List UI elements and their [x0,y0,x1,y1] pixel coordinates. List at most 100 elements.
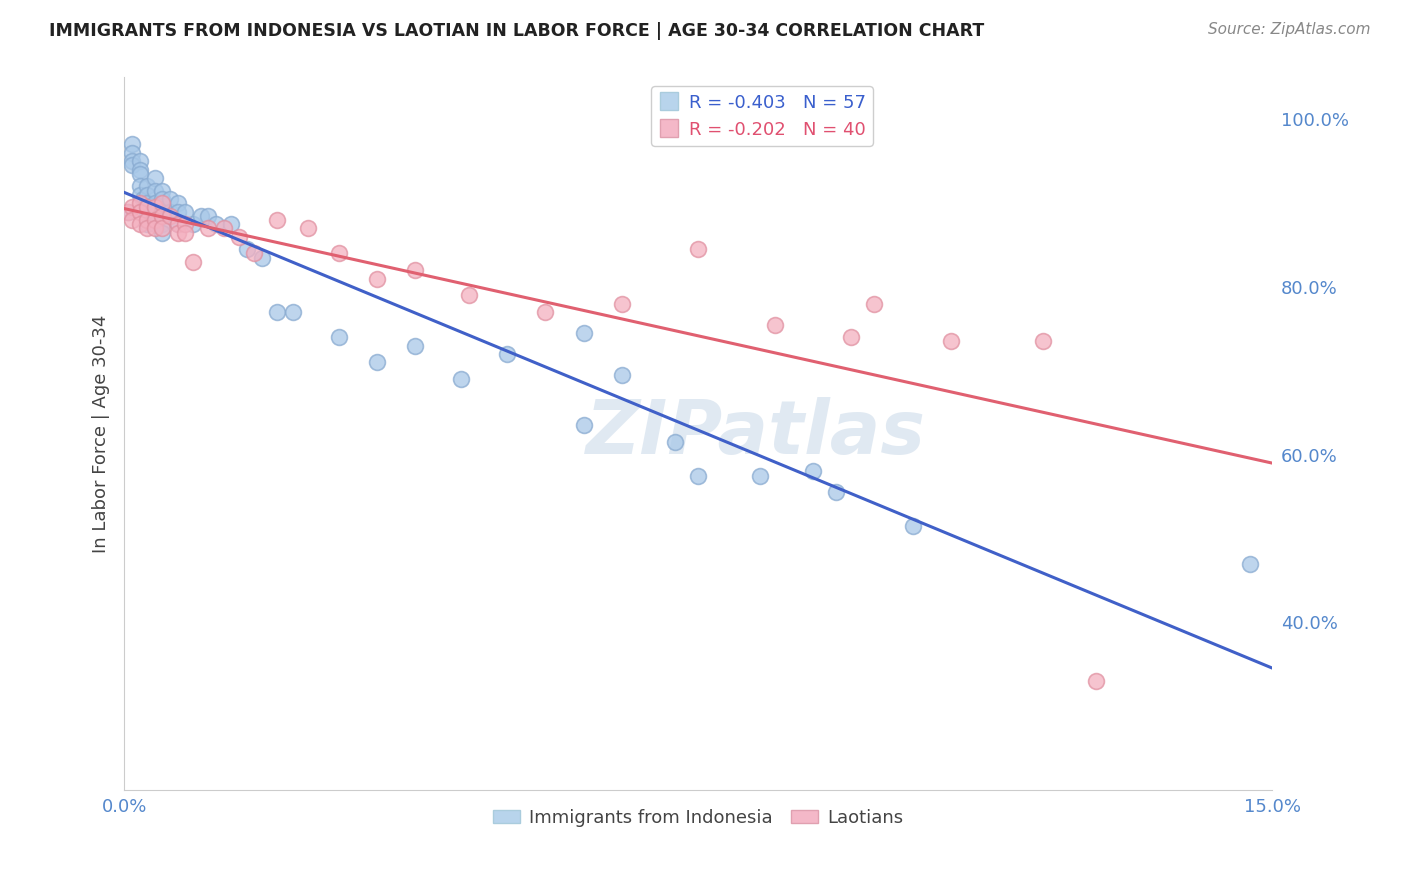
Point [166,217,188,231]
Point [174,204,197,219]
Point [117,204,139,219]
Point [457,288,479,302]
Point [266,305,288,319]
Point [404,263,426,277]
Point [121,137,143,152]
Point [901,519,924,533]
Point [128,196,150,211]
Point [496,347,519,361]
Point [152,226,174,240]
Point [128,204,150,219]
Point [166,226,188,240]
Point [152,204,174,219]
Point [197,209,219,223]
Point [825,485,848,500]
Point [328,246,350,260]
Point [121,145,143,160]
Point [152,217,174,231]
Point [136,196,159,211]
Point [128,217,150,231]
Point [132,192,155,206]
Text: Source: ZipAtlas.com: Source: ZipAtlas.com [1208,22,1371,37]
Legend: Immigrants from Indonesia, Laotians: Immigrants from Indonesia, Laotians [486,802,911,834]
Point [128,154,150,169]
Point [136,179,159,194]
Point [143,184,166,198]
Point [136,217,159,231]
Point [197,221,219,235]
Y-axis label: In Labor Force | Age 30-34: In Labor Force | Age 30-34 [93,315,110,553]
Point [572,418,595,433]
Point [143,217,166,231]
Point [534,305,557,319]
Point [664,435,686,450]
Point [1239,557,1261,571]
Point [190,209,212,223]
Point [688,242,710,256]
Point [152,221,174,235]
Point [136,200,159,214]
Point [243,246,266,260]
Point [166,204,188,219]
Point [181,255,204,269]
Point [143,200,166,214]
Point [143,196,166,211]
Point [143,171,166,186]
Point [763,318,786,332]
Point [863,297,886,311]
Point [159,192,181,206]
Point [166,217,188,231]
Point [136,209,159,223]
Point [117,204,139,219]
Point [266,213,288,227]
Point [174,226,197,240]
Point [166,196,188,211]
Point [250,251,273,265]
Text: ZIPatlas: ZIPatlas [586,397,925,470]
Text: IMMIGRANTS FROM INDONESIA VS LAOTIAN IN LABOR FORCE | AGE 30-34 CORRELATION CHAR: IMMIGRANTS FROM INDONESIA VS LAOTIAN IN … [49,22,984,40]
Point [281,305,304,319]
Point [572,326,595,340]
Point [235,242,257,256]
Point [152,184,174,198]
Point [939,334,962,349]
Point [121,158,143,172]
Point [688,468,710,483]
Point [450,372,472,386]
Point [1032,334,1054,349]
Point [228,229,250,244]
Point [801,464,824,478]
Point [159,209,181,223]
Point [128,187,150,202]
Point [143,204,166,219]
Point [136,187,159,202]
Point [841,330,863,344]
Point [136,200,159,214]
Point [205,217,228,231]
Point [128,179,150,194]
Point [128,162,150,177]
Point [610,368,633,382]
Point [366,355,388,369]
Point [152,192,174,206]
Point [136,213,159,227]
Point [1085,673,1108,688]
Point [121,200,143,214]
Point [610,297,633,311]
Point [366,271,388,285]
Point [152,209,174,223]
Point [121,154,143,169]
Point [143,213,166,227]
Point [159,204,181,219]
Point [152,196,174,211]
Point [174,217,197,231]
Point [221,217,243,231]
Point [121,213,143,227]
Point [128,167,150,181]
Point [328,330,350,344]
Point [143,221,166,235]
Point [404,339,426,353]
Point [297,221,319,235]
Point [748,468,770,483]
Point [181,217,204,231]
